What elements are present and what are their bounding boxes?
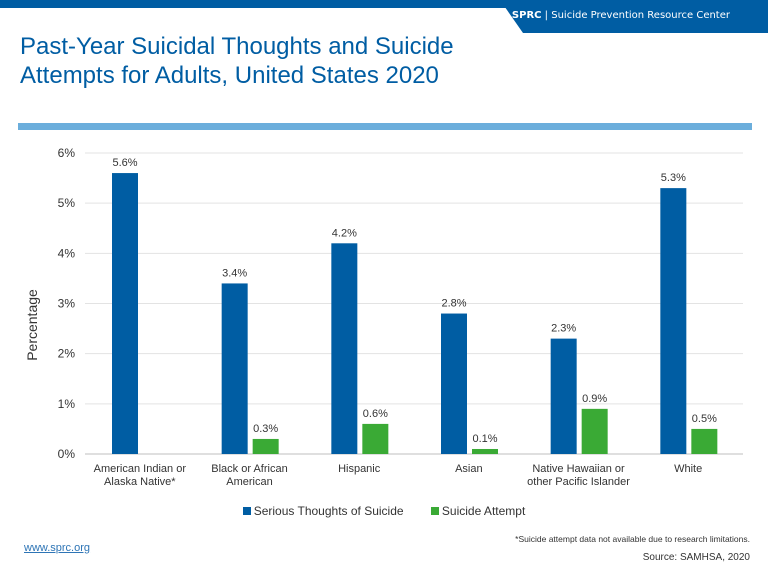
data-label: 0.1% (472, 433, 497, 445)
legend-label: Suicide Attempt (441, 504, 526, 518)
bar-thoughts (441, 313, 467, 454)
bar-thoughts (660, 188, 687, 454)
title-divider (18, 123, 752, 130)
data-label: 2.8% (441, 298, 466, 310)
y-tick-label: 0% (58, 447, 76, 461)
y-tick-label: 4% (58, 246, 76, 260)
x-tick-label: Asian (455, 463, 483, 475)
brand-name: Suicide Prevention Resource Center (551, 10, 730, 21)
source-note: Source: SAMHSA, 2020 (642, 552, 750, 563)
data-label: 0.6% (363, 408, 388, 420)
bar-attempt (362, 423, 389, 454)
website-link[interactable]: www.sprc.org (24, 542, 91, 554)
x-tick-label: Native Hawaiian or (532, 463, 625, 475)
y-tick-label: 5% (58, 196, 76, 210)
x-tick-label: White (674, 463, 702, 475)
data-label: 0.9% (582, 393, 607, 405)
y-tick-label: 6% (58, 146, 76, 160)
x-tick-label: Alaska Native* (104, 476, 176, 488)
y-tick-label: 3% (58, 297, 76, 311)
bar-attempt (581, 408, 608, 454)
data-label: 5.6% (112, 157, 137, 169)
bar-thoughts (550, 338, 577, 454)
header-tab (500, 0, 768, 33)
footnote: *Suicide attempt data not available due … (515, 534, 750, 544)
bar-attempt (472, 448, 498, 454)
legend-swatch-thoughts (242, 507, 251, 515)
y-tick-label: 2% (58, 347, 76, 361)
bar-thoughts (112, 173, 138, 455)
x-tick-label: other Pacific Islander (527, 476, 630, 488)
legend-label: Serious Thoughts of Suicide (253, 504, 404, 518)
brand-separator: | (544, 10, 549, 21)
header-brand: SPRC | Suicide Prevention Resource Cente… (512, 10, 730, 21)
y-tick-label: 1% (58, 397, 76, 411)
data-label: 0.5% (692, 413, 717, 425)
data-label: 0.3% (253, 423, 278, 435)
data-label: 3.4% (222, 267, 247, 279)
top-banner (0, 0, 768, 8)
bar-attempt (691, 428, 718, 454)
x-tick-label: Hispanic (338, 463, 381, 475)
x-tick-label: American (226, 476, 272, 488)
data-label: 4.2% (332, 227, 357, 239)
page-title: Past-Year Suicidal Thoughts and Suicide … (20, 33, 454, 89)
brand-abbrev: SPRC (511, 10, 542, 21)
data-label: 2.3% (551, 323, 576, 335)
bar-attempt (252, 438, 279, 454)
data-label: 5.3% (661, 172, 686, 184)
bar-thoughts (331, 243, 358, 454)
legend: Serious Thoughts of Suicide Suicide Atte… (0, 504, 768, 518)
x-tick-label: American Indian or (94, 463, 187, 475)
x-tick-label: Black or African (211, 463, 287, 475)
y-axis-title: Percentage (24, 289, 40, 361)
legend-item-thoughts: Serious Thoughts of Suicide (242, 504, 404, 518)
legend-item-attempt: Suicide Attempt (430, 504, 526, 518)
legend-swatch-attempt (430, 507, 439, 515)
bar-thoughts (221, 283, 248, 454)
